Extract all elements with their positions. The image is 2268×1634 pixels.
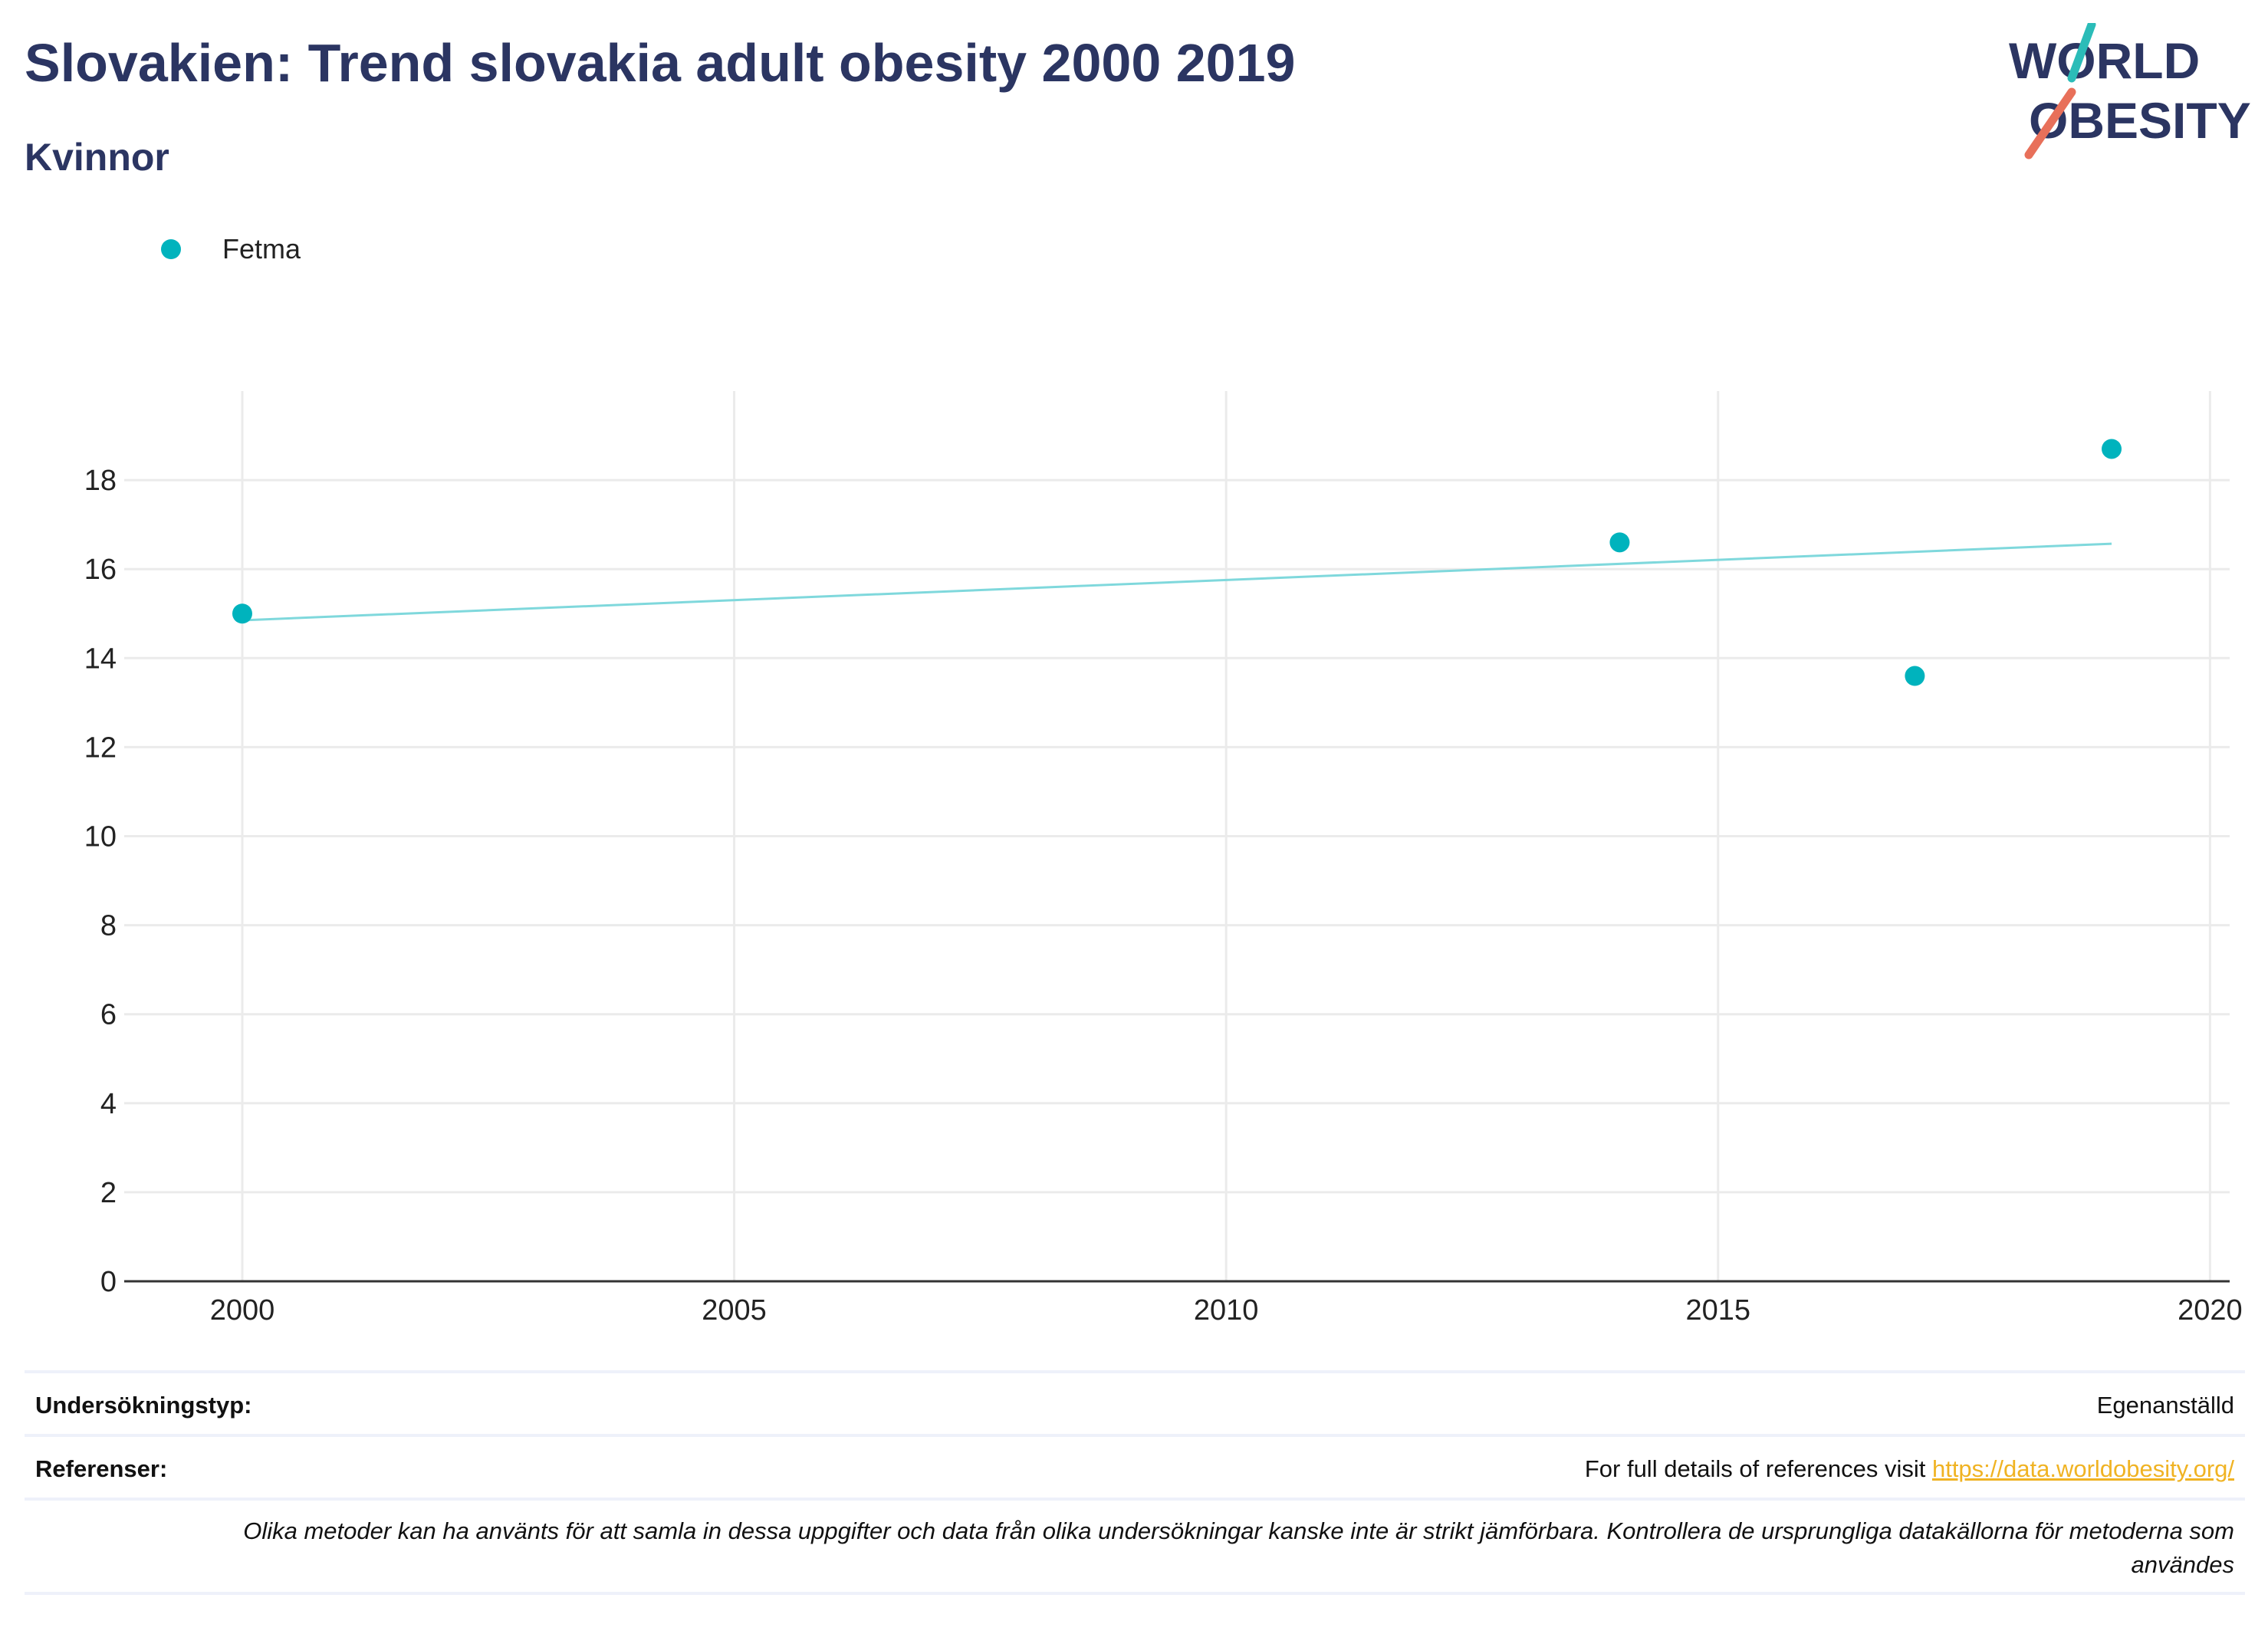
x-tick-label: 2000 (210, 1294, 275, 1327)
data-point (232, 603, 252, 624)
legend-label: Fetma (222, 233, 301, 265)
references-row: Referenser: For full details of referenc… (25, 1434, 2245, 1498)
logo-coral-slash (2024, 87, 2076, 159)
logo-word-world: WORLD (2009, 32, 2200, 89)
references-link[interactable]: https://data.worldobesity.org/ (1931, 1455, 2234, 1482)
x-tick-label: 2020 (2178, 1294, 2243, 1327)
y-tick-label: 0 (100, 1266, 117, 1298)
y-tick-label: 12 (84, 732, 117, 764)
data-point (1609, 532, 1630, 553)
logo-teal-slash (2067, 23, 2096, 83)
y-tick-label: 18 (84, 465, 117, 497)
x-tick-label: 2015 (1685, 1294, 1750, 1327)
y-tick-label: 4 (100, 1088, 117, 1120)
y-tick-label: 2 (100, 1177, 117, 1209)
methodology-note: Olika metoder kan ha använts för att sam… (25, 1498, 2245, 1595)
chart-title: Slovakien: Trend slovakia adult obesity … (25, 33, 1296, 93)
y-tick-label: 8 (100, 910, 117, 942)
chart-subtitle: Kvinnor (25, 136, 169, 179)
scatter-chart: 0 2 4 6 8 10 12 14 16 18 2000 2005 2010 2015 2020 (84, 391, 2243, 1327)
x-tick-label: 2010 (1194, 1294, 1259, 1327)
references-value: For full details of references visit htt… (1585, 1455, 2234, 1483)
trend-line (242, 542, 2112, 622)
data-point (1905, 666, 1925, 686)
world-obesity-logo: WORLD OBESITY (2009, 23, 2251, 159)
y-tick-label: 16 (84, 554, 117, 586)
references-text: For full details of references visit (1584, 1455, 1932, 1482)
legend-marker (161, 239, 181, 259)
survey-type-label: Undersökningstyp: (35, 1392, 252, 1419)
chart-footer: Undersökningstyp: Egenanställd Referense… (25, 1370, 2245, 1595)
y-tick-label: 14 (84, 643, 117, 675)
data-point (2102, 439, 2122, 459)
survey-type-row: Undersökningstyp: Egenanställd (25, 1370, 2245, 1434)
y-tick-label: 6 (100, 999, 117, 1031)
references-label: Referenser: (35, 1455, 168, 1482)
survey-type-value: Egenanställd (2096, 1392, 2234, 1419)
x-tick-label: 2005 (702, 1294, 767, 1327)
y-tick-label: 10 (84, 821, 117, 853)
